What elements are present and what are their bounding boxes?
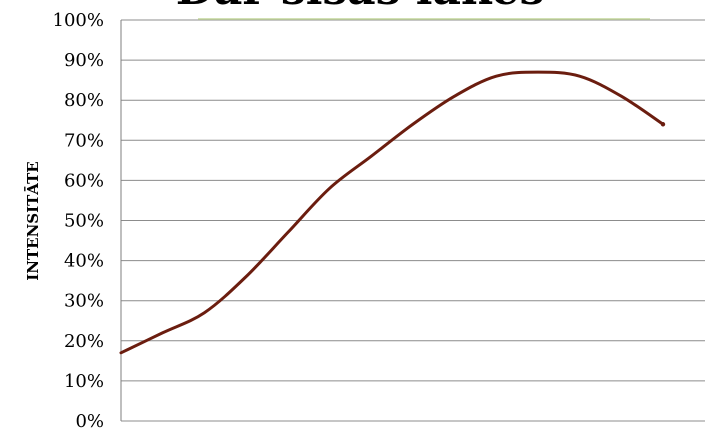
y-tick-label: 90% (64, 50, 104, 71)
y-tick-label: 60% (64, 170, 104, 191)
chart-title: Dar sisas lakes (176, 0, 545, 15)
data-point (660, 122, 666, 127)
y-tick-label: 40% (64, 251, 104, 272)
y-tick-label: 100% (53, 10, 104, 31)
y-axis-title: INTENSITĀTE (23, 161, 42, 280)
y-tick-label: 70% (64, 130, 104, 151)
y-tick-label: 20% (64, 331, 104, 352)
y-tick-label: 80% (64, 90, 104, 111)
gridlines (121, 19, 705, 422)
y-tick-label: 10% (64, 371, 104, 392)
y-tick-label: 0% (75, 411, 104, 431)
data-points (660, 122, 666, 127)
y-tick-labels: 0% 10% 20% 30% 40% 50% 60% 70% 80% 90% 100% (53, 10, 104, 431)
series-line (119, 70, 665, 355)
y-tick-label: 30% (64, 291, 104, 312)
y-tick-label: 50% (64, 211, 104, 232)
